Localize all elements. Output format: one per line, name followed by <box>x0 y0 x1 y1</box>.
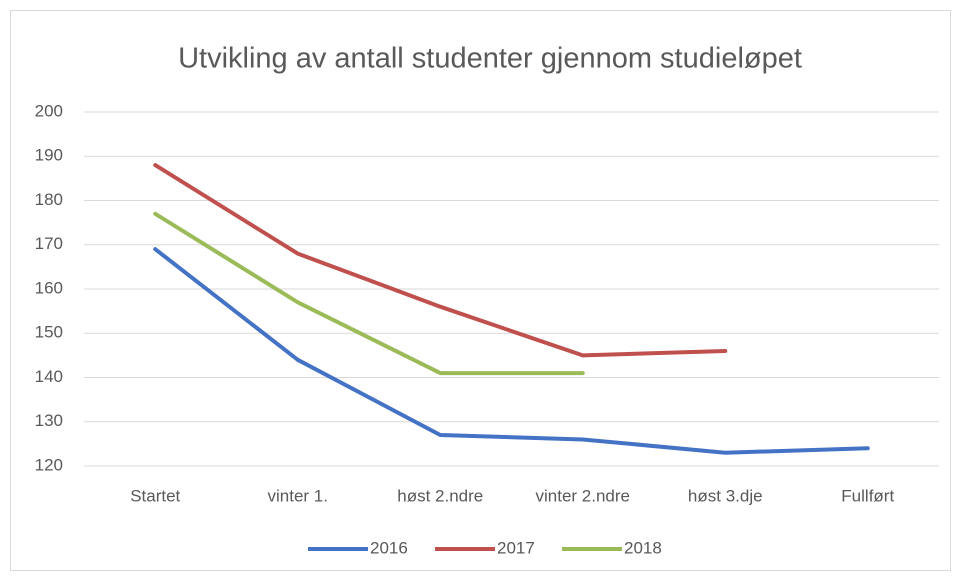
chart-border <box>10 10 951 571</box>
chart-title: Utvikling av antall studenter gjennom st… <box>178 43 802 75</box>
legend-label: 2018 <box>624 538 662 557</box>
y-tick-label: 120 <box>35 455 63 474</box>
y-tick-label: 170 <box>35 234 63 253</box>
x-tick-label: Startet <box>130 486 180 505</box>
y-tick-label: 160 <box>35 278 63 297</box>
y-tick-label: 140 <box>35 367 63 386</box>
series-line <box>153 211 585 376</box>
x-tick-label: vinter 1. <box>268 486 328 505</box>
y-tick-label: 180 <box>35 190 63 209</box>
x-tick-label: Fullført <box>841 486 894 505</box>
legend-label: 2017 <box>497 538 535 557</box>
series-line <box>153 247 870 455</box>
y-tick-label: 150 <box>35 323 63 342</box>
y-tick-label: 200 <box>35 101 63 120</box>
y-tick-label: 190 <box>35 146 63 165</box>
x-tick-label: høst 3.dje <box>688 486 763 505</box>
x-tick-label: vinter 2.ndre <box>536 486 631 505</box>
y-tick-label: 130 <box>35 411 63 430</box>
legend-label: 2016 <box>370 538 408 557</box>
x-tick-label: høst 2.ndre <box>397 486 483 505</box>
series-line <box>153 163 728 358</box>
